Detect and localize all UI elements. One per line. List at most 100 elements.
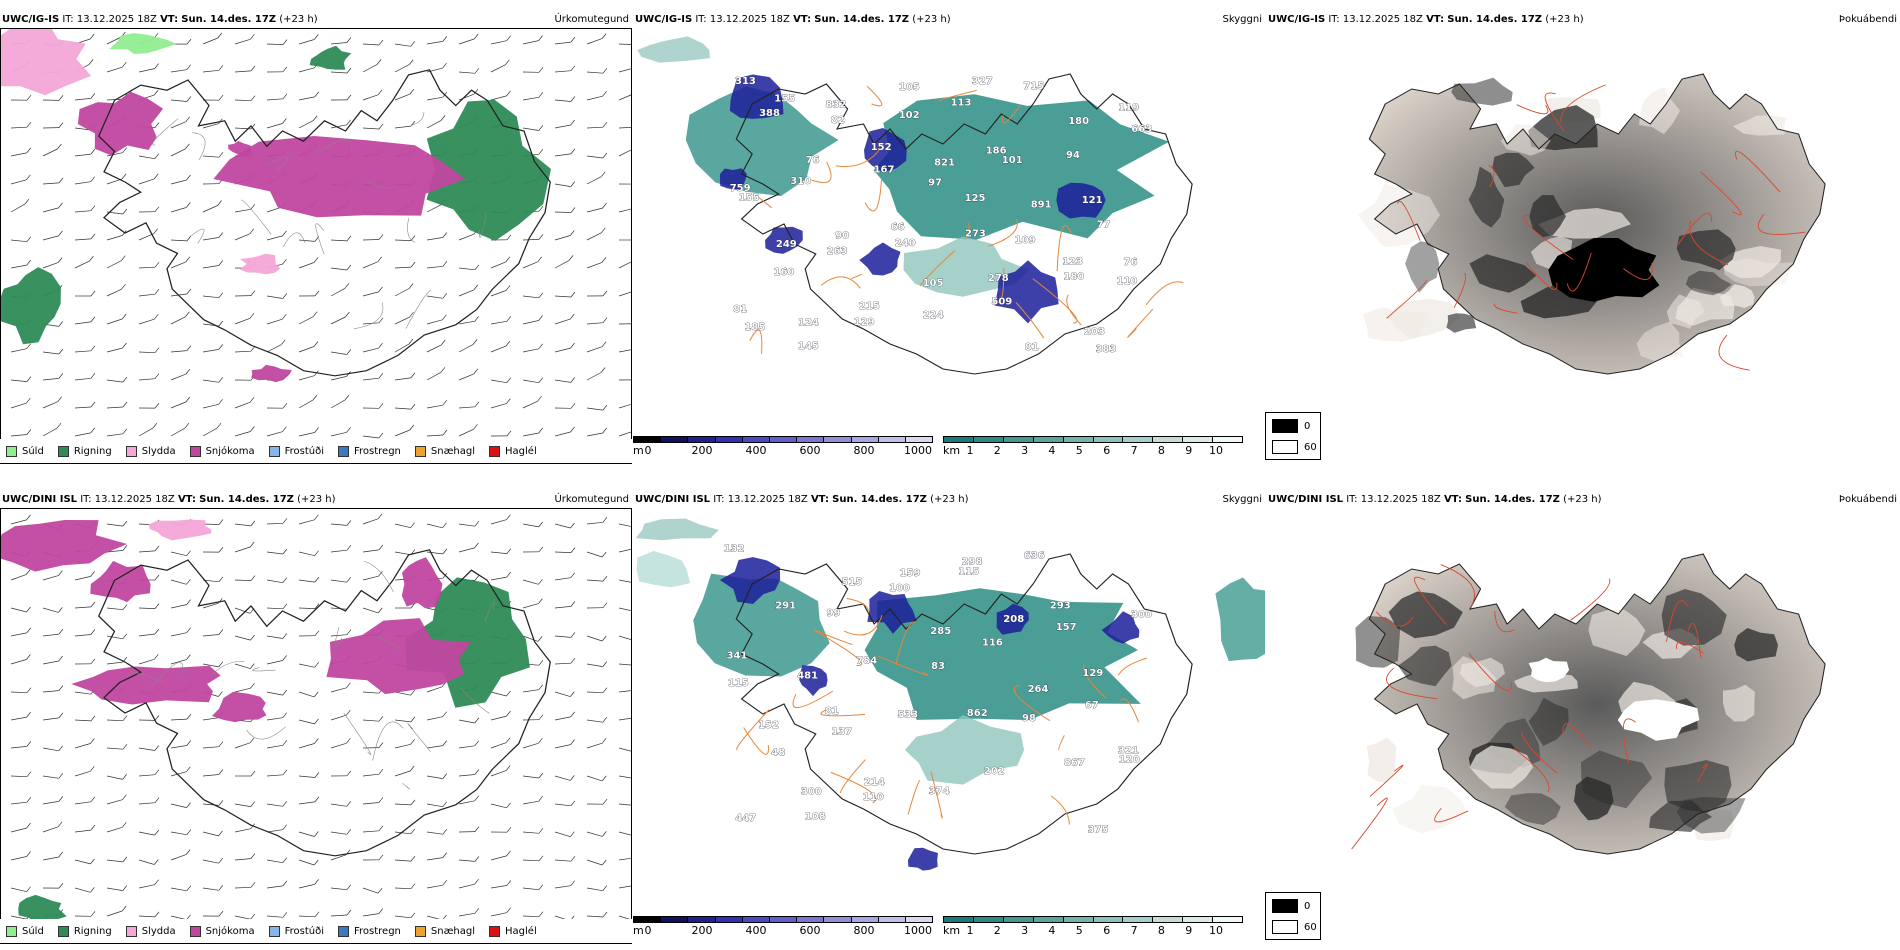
height-label: 105 — [899, 82, 920, 93]
colorbar-cell — [878, 917, 906, 922]
legend-swatch — [268, 445, 280, 457]
height-label: 891 — [1031, 200, 1052, 211]
colorbar-cell — [851, 437, 879, 442]
fog-legend-swatch — [1272, 440, 1298, 454]
legend-label: Rigning — [73, 925, 112, 937]
colorbar-tick: 200 — [691, 444, 713, 457]
colorbar-cell — [661, 917, 689, 922]
legend-swatch — [57, 925, 69, 937]
height-label: 263 — [827, 246, 848, 257]
height-label: 105 — [923, 278, 944, 289]
legend-swatch — [489, 445, 501, 457]
height-label: 341 — [727, 650, 748, 661]
precip-legend: Súld Rigning Slydda Snjókoma Frostúði Frostre… — [0, 919, 632, 943]
legend-swatch — [338, 445, 349, 457]
height-label: 157 — [1056, 622, 1077, 633]
legend-label: Frostúði — [284, 925, 324, 937]
height-label: 76 — [1124, 257, 1138, 268]
fog-indicator-map — [1351, 553, 1826, 855]
height-label: 208 — [1003, 614, 1024, 625]
colorbar-tick: 400 — [745, 924, 767, 937]
legend-item: Súld — [6, 445, 44, 457]
colorbar-cell — [1033, 917, 1064, 922]
legend-swatch — [6, 925, 17, 937]
field-type-label: Skyggni — [1222, 494, 1262, 505]
colorbar-tick: 4 — [1048, 444, 1056, 457]
legend-label: Snjókoma — [205, 445, 255, 457]
height-label: 81 — [825, 706, 839, 717]
legend-item: Snjókoma — [189, 445, 255, 457]
height-label: 101 — [1002, 155, 1023, 166]
precip-panel-row1: UWC/IG-IS IT: 13.12.2025 18Z VT: Sun. 14… — [0, 12, 632, 464]
colorbar-cell — [634, 917, 662, 922]
height-label: 124 — [798, 317, 819, 328]
height-label: 264 — [1028, 684, 1049, 695]
height-label: 94 — [1066, 150, 1080, 161]
panel-header: UWC/IG-IS IT: 13.12.2025 18Z VT: Sun. 14… — [633, 12, 1265, 28]
legend-label: Súld — [22, 925, 44, 937]
colorbar-cell — [715, 917, 743, 922]
legend-label: Frostregn — [354, 925, 401, 937]
legend-label: Frostregn — [354, 445, 401, 457]
visibility-panel-row2: UWC/DINI ISL IT: 13.12.2025 18Z VT: Sun.… — [633, 492, 1265, 944]
height-label: 375 — [1088, 824, 1109, 835]
legend-label: Slydda — [141, 445, 176, 457]
height-label: 663 — [1131, 124, 1152, 135]
colorbar-tick: 5 — [1075, 924, 1083, 937]
colorbar-tick: 1 — [966, 924, 974, 937]
height-label: 152 — [871, 142, 892, 153]
legend-swatch — [414, 445, 426, 457]
height-label: 715 — [1023, 81, 1044, 92]
colorbar-tick: 2 — [993, 444, 1001, 457]
height-label: 215 — [859, 301, 880, 312]
height-label: 81 — [733, 304, 747, 315]
height-label: 300 — [801, 786, 822, 797]
colorbar-tick: 5 — [1075, 444, 1083, 457]
colorbar-cell — [1183, 437, 1214, 442]
colorbar-cell — [1153, 917, 1184, 922]
colorbar-tick: 9 — [1185, 924, 1193, 937]
height-label: 203 — [1084, 327, 1105, 338]
legend-item: Rigning — [57, 925, 112, 937]
colorbar-unit: m — [633, 924, 644, 937]
colorbar-tick: 8 — [1157, 924, 1165, 937]
legend-swatch — [125, 445, 137, 457]
height-label: 48 — [771, 748, 785, 759]
colorbar-cell — [634, 437, 662, 442]
legend-swatch — [414, 925, 426, 937]
field-type-label: Skyggni — [1222, 14, 1262, 25]
height-label: 278 — [988, 273, 1009, 284]
height-label: 214 — [864, 777, 885, 788]
legend-item: Haglél — [489, 445, 537, 457]
height-label: 784 — [856, 655, 877, 666]
fog-panel-row1: UWC/IG-IS IT: 13.12.2025 18Z VT: Sun. 14… — [1266, 12, 1900, 464]
height-label: 240 — [895, 238, 916, 249]
colorbar-tick: 6 — [1103, 444, 1111, 457]
colorbar-cells — [943, 436, 1243, 443]
height-label: 123 — [1062, 257, 1083, 268]
colorbar-tick: 600 — [799, 924, 821, 937]
legend-item: Slydda — [125, 925, 176, 937]
colorbar-tick: 9 — [1185, 444, 1193, 457]
colorbar-cell — [1123, 917, 1154, 922]
height-label: 388 — [759, 108, 780, 119]
height-label: 383 — [1096, 344, 1117, 355]
height-label: 160 — [774, 267, 795, 278]
precip-panel-row2: UWC/DINI ISL IT: 13.12.2025 18Z VT: Sun.… — [0, 492, 632, 944]
visibility-panel-row1: UWC/IG-IS IT: 13.12.2025 18Z VT: Sun. 14… — [633, 12, 1265, 464]
colorbar-unit: m — [633, 444, 644, 457]
height-label: 821 — [934, 158, 955, 169]
height-label: 83 — [931, 661, 945, 672]
visibility-map: 132 99 83 98 120 108 100 116 67 48 110 115 157 115 137… — [635, 518, 1265, 871]
colorbar-cell — [797, 917, 825, 922]
height-label: 137 — [831, 727, 852, 738]
height-label: 224 — [923, 310, 944, 321]
height-label: 155 — [739, 193, 760, 204]
height-label: 249 — [776, 239, 797, 250]
panel-header: UWC/IG-IS IT: 13.12.2025 18Z VT: Sun. 14… — [0, 12, 632, 28]
visibility-map: 313 82 97 109 110 145 102 101 77 160 129 113 94 155 26… — [637, 36, 1193, 375]
colorbar-tick: 1000 — [904, 444, 932, 457]
fog-indicator-map — [1358, 73, 1826, 375]
colorbar-cell — [905, 917, 933, 922]
legend-swatch — [268, 925, 280, 937]
